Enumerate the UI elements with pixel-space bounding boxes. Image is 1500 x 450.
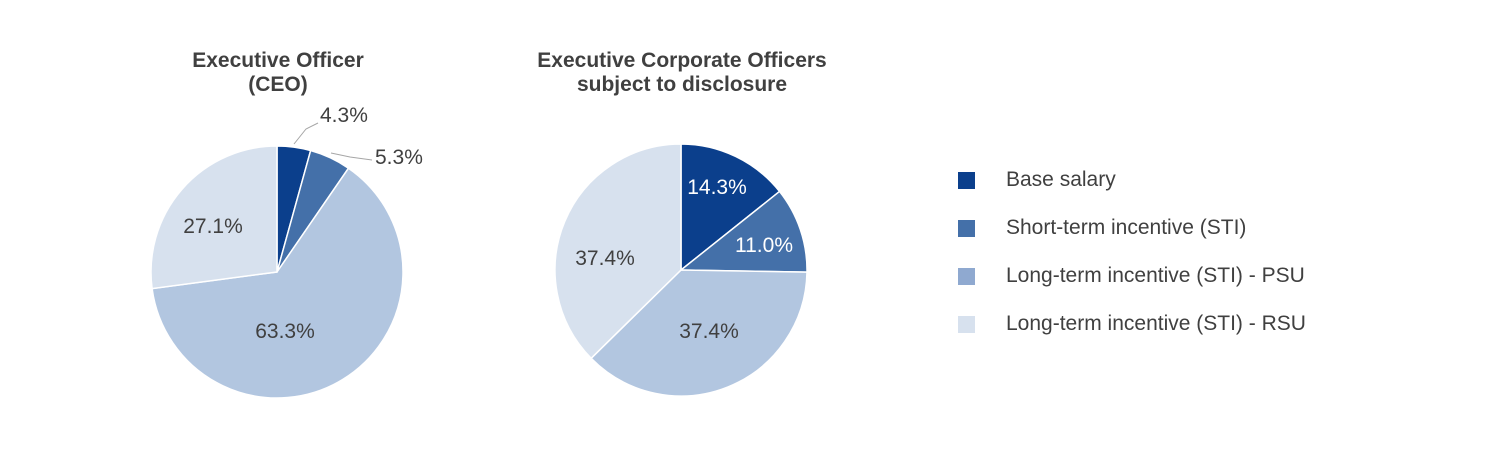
data-label-0-3: 27.1% bbox=[183, 215, 243, 238]
pie-title-ceo-line1: Executive Officer bbox=[192, 49, 364, 72]
data-label-0-2: 63.3% bbox=[255, 320, 315, 343]
pie-title-corporate-officers: Executive Corporate Officers subject to … bbox=[482, 49, 882, 97]
data-label-1-1: 11.0% bbox=[735, 234, 793, 257]
legend-swatch bbox=[958, 172, 975, 189]
pie-title-corporate-officers-line2: subject to disclosure bbox=[576, 73, 788, 96]
data-label-0-0: 4.3% bbox=[320, 104, 368, 127]
leader-line-0-1 bbox=[330, 152, 373, 161]
pie-title-ceo: Executive Officer (CEO) bbox=[128, 49, 428, 97]
pie-slice-1-3 bbox=[554, 143, 682, 360]
pie-slice-0-2 bbox=[151, 167, 404, 399]
legend-item-ltip-rsu: Long-term incentive (STI) - RSU bbox=[958, 310, 1478, 358]
legend-label: Short-term incentive (STI) bbox=[1006, 216, 1247, 239]
legend-label: Long-term incentive (STI) - RSU bbox=[1006, 312, 1306, 335]
data-label-1-2: 37.4% bbox=[679, 320, 739, 343]
legend: Base salary Short-term incentive (STI) L… bbox=[958, 166, 1478, 358]
pie-slice-1-1 bbox=[678, 190, 808, 273]
data-label-0-1: 5.3% bbox=[375, 146, 423, 169]
legend-item-ltip-psu: Long-term incentive (STI) - PSU bbox=[958, 262, 1478, 310]
legend-swatch bbox=[958, 316, 975, 333]
legend-swatch bbox=[958, 268, 975, 285]
pie-title-ceo-line2: (CEO) bbox=[248, 73, 308, 96]
data-label-1-0: 14.3% bbox=[687, 176, 747, 199]
legend-item-sti: Short-term incentive (STI) bbox=[958, 214, 1478, 262]
pie-slice-1-2 bbox=[590, 269, 808, 397]
data-label-1-3: 37.4% bbox=[575, 247, 635, 270]
leader-line-0-0 bbox=[293, 122, 319, 145]
legend-label: Long-term incentive (STI) - PSU bbox=[1006, 264, 1305, 287]
pie-slice-1-0 bbox=[680, 143, 781, 272]
legend-label: Base salary bbox=[1006, 168, 1116, 191]
legend-swatch bbox=[958, 220, 975, 237]
pie-title-corporate-officers-line1: Executive Corporate Officers bbox=[537, 49, 827, 72]
pie-slice-0-3 bbox=[150, 145, 278, 290]
legend-item-base-salary: Base salary bbox=[958, 166, 1478, 214]
